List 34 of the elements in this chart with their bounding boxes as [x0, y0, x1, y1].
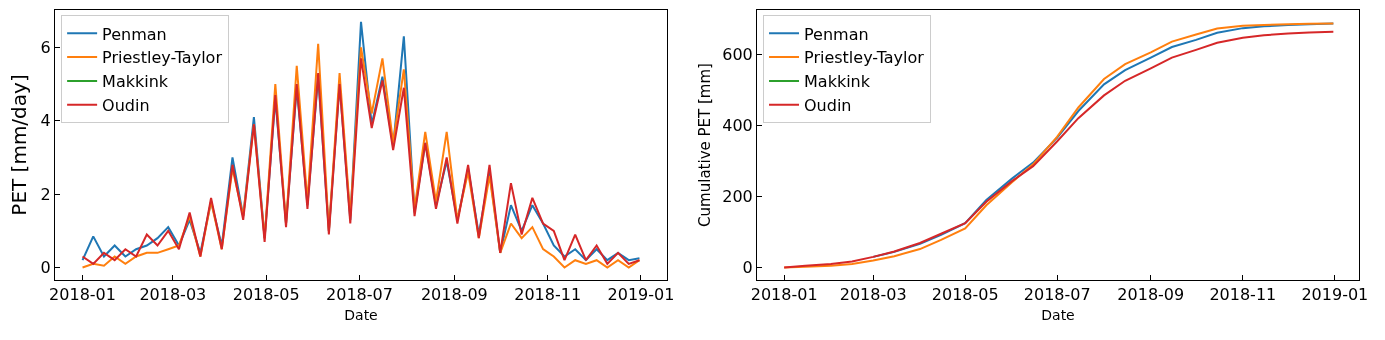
- x-tick-label: 2019-01: [1301, 285, 1369, 305]
- legend-label: Oudin: [804, 95, 852, 115]
- y-tick-label: 6: [40, 38, 51, 58]
- x-tick-label: 2018-03: [139, 285, 207, 305]
- y-tick-label: 2: [40, 184, 51, 204]
- x-tick-label: 2018-09: [420, 285, 488, 305]
- x-tick-label: 2018-11: [1209, 285, 1277, 305]
- y-axis-title: PET [mm/day]: [7, 74, 32, 216]
- x-axis-title: Date: [1041, 306, 1075, 323]
- legend-label: Penman: [804, 24, 869, 44]
- x-tick-label: 2019-01: [607, 285, 675, 305]
- y-tick-label: 0: [40, 258, 51, 278]
- x-tick-label: 2018-01: [49, 285, 116, 305]
- y-tick-label: 400: [722, 115, 753, 135]
- x-tick-label: 2018-03: [839, 285, 907, 305]
- y-tick-label: 200: [722, 187, 753, 206]
- legend-label: Penman: [102, 24, 167, 44]
- legend-label: Priestley-Taylor: [102, 48, 223, 68]
- x-tick-label: 2018-07: [1023, 285, 1091, 305]
- x-tick-label: 2018-11: [514, 285, 582, 305]
- x-tick-label: 2018-07: [326, 285, 393, 305]
- legend-label: Oudin: [102, 95, 150, 115]
- y-tick-label: 4: [40, 111, 51, 131]
- x-tick-label: 2018-05: [931, 285, 999, 305]
- y-axis-title: Cumulative PET [mm]: [695, 63, 714, 227]
- x-tick-label: 2018-09: [1117, 285, 1185, 305]
- legend-label: Makkink: [102, 72, 169, 92]
- x-tick-label: 2018-05: [232, 285, 300, 305]
- y-tick-label: 600: [722, 44, 753, 64]
- y-tick-label: 0: [742, 258, 753, 278]
- legend-label: Makkink: [804, 72, 871, 92]
- legend-label: Priestley-Taylor: [804, 48, 925, 68]
- x-tick-label: 2018-01: [750, 285, 818, 305]
- x-axis-title: Date: [344, 306, 378, 323]
